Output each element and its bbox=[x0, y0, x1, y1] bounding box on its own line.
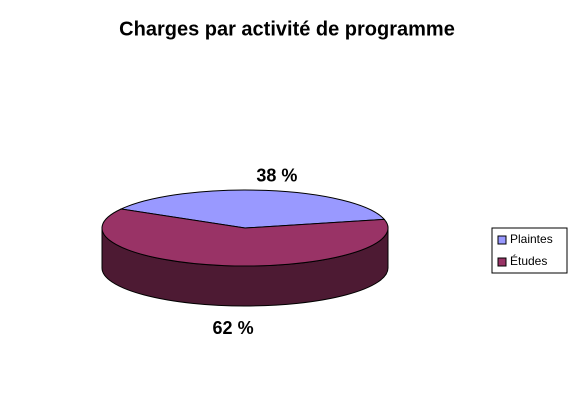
data-label: 62 % bbox=[213, 318, 254, 338]
legend-label: Études bbox=[510, 253, 547, 268]
data-label: 38 % bbox=[256, 165, 297, 185]
legend-swatch bbox=[497, 257, 507, 267]
legend-label: Plaintes bbox=[510, 232, 553, 246]
slice bbox=[101, 208, 389, 267]
legend-swatch bbox=[497, 235, 507, 245]
chart-title: Charges par activité de programme bbox=[119, 18, 455, 40]
slice bbox=[119, 189, 386, 229]
